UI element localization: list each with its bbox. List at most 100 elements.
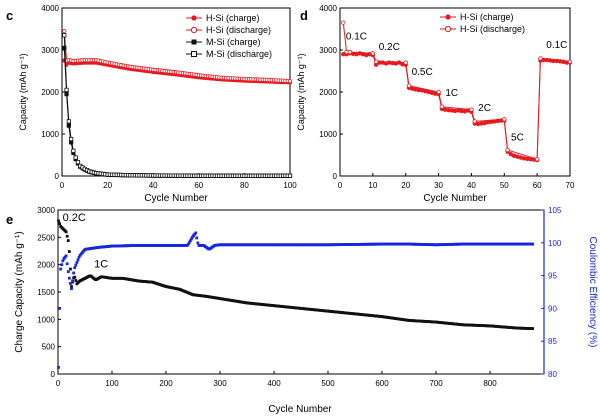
panel-c-point	[62, 33, 67, 38]
panel-d-point	[469, 107, 474, 112]
panel-e-y-tick-label: 2500	[37, 233, 55, 242]
panel-d-series-line	[343, 52, 570, 161]
panel-d-x-tick-label: 70	[566, 181, 575, 190]
panel-e-point	[74, 263, 78, 267]
panel-e-point	[69, 267, 72, 271]
panel-e-plot-frame	[57, 209, 545, 375]
panel-d-y-tick-label: 0	[333, 172, 338, 181]
panel-d-annotation: 0.1C	[546, 40, 567, 51]
panel-d-point	[508, 151, 514, 157]
panel-e-x-tick-label: 0	[56, 379, 61, 388]
panel-e-x-tick-label: 600	[375, 379, 389, 388]
panel-e-point	[65, 262, 69, 266]
panel-e-point	[191, 235, 194, 239]
panel-d-legend-label: H-Si (discharge)	[460, 24, 525, 34]
panel-c-y-tick-label: 3000	[41, 46, 59, 55]
panel-e-point	[72, 271, 76, 275]
panel-e-y-tick-label: 3000	[37, 206, 55, 215]
panel-d-x-tick-label: 0	[338, 181, 343, 190]
panel-d-legend: H-Si (charge) H-Si (discharge)	[440, 12, 525, 34]
panel-d-y-tick-label: 3000	[319, 46, 337, 55]
panel-e-point	[194, 231, 198, 235]
panel-c-x-tick-label: 20	[103, 181, 112, 190]
panel-d-x-ticks: 0 10 20 30 40 50 60 70	[338, 173, 575, 190]
panel-c-point	[287, 78, 293, 84]
panel-e-point	[70, 285, 73, 288]
panel-e-x-tick-label: 300	[213, 379, 227, 388]
panel-c-x-tick-label: 80	[240, 181, 249, 190]
panel-d-point	[370, 51, 376, 56]
panel-d: d 0 10 20 30 40 50 60 70 0 1000 2000 3000 4000 0.1C…	[296, 4, 575, 204]
panel-d-y-ticks: 0 1000 2000 3000 4000	[319, 4, 343, 181]
panel-d-x-axis-label: Cycle Number	[423, 193, 487, 204]
panel-e-point	[77, 255, 81, 259]
panel-e-x-ticks: 0 100 200 300 400 500 600 700 800	[56, 371, 497, 388]
panel-e-y-tick-label: 500	[42, 343, 56, 352]
panel-e-annotations: 0.2C 1C	[63, 212, 109, 270]
panel-d-x-tick-label: 20	[401, 181, 410, 190]
panel-e-right-y-tick-label: 100	[548, 239, 562, 248]
panel-e-point	[196, 241, 200, 245]
panel-c: c 0 20 40 60 80 100 0 1000 2000 3000 4000 Cycle N…	[6, 4, 297, 204]
panel-e-point	[61, 259, 65, 263]
panel-e-y-ticks: 0 500 1000 1500 2000 2500 3000	[37, 206, 61, 379]
panel-d-series-line	[342, 22, 571, 160]
panel-e-y-axis-label: Charge Capacity (mAh g⁻¹)	[14, 231, 25, 352]
panel-d-x-tick-label: 30	[434, 181, 443, 190]
panel-c-y-tick-label: 2000	[41, 88, 59, 97]
panel-e-point	[73, 266, 77, 270]
panel-c-legend-label: M-Si (discharge)	[206, 49, 272, 59]
panel-d-point	[472, 119, 477, 124]
panel-e-right-y-axis-label: Coulombic Efficiency (%)	[587, 237, 598, 348]
panel-c-legend-label: H-Si (discharge)	[206, 25, 271, 35]
panel-e-right-y-ticks: 80 85 90 95 100 105	[541, 206, 562, 379]
panel-d-annotation: 0.1C	[346, 32, 367, 43]
panel-c-legend: H-Si (charge) H-Si (discharge) M-Si (cha…	[186, 13, 272, 59]
panel-d-annotation: 0.5C	[412, 67, 433, 78]
panel-d-annotation: 1C	[445, 88, 458, 99]
panel-e-x-axis-label: Cycle Number	[268, 404, 332, 415]
panel-d-point	[341, 20, 346, 25]
panel-d-label: d	[300, 8, 308, 23]
panel-d-point	[534, 156, 540, 162]
panel-c-legend-item: H-Si (discharge)	[186, 25, 271, 35]
panel-e-point	[531, 327, 535, 331]
panel-d-legend-item: H-Si (discharge)	[440, 24, 525, 34]
panel-e-annotation: 0.2C	[63, 212, 86, 224]
panel-d-point	[505, 147, 510, 153]
panel-c-legend-marker	[191, 15, 197, 21]
panel-e-point	[76, 258, 80, 262]
panel-d-x-tick-label: 60	[533, 181, 542, 190]
panel-e-point	[58, 307, 62, 310]
panel-d-point	[567, 59, 573, 64]
panel-c-legend-item: M-Si (discharge)	[186, 49, 272, 59]
panel-d-y-tick-label: 4000	[319, 4, 337, 13]
panel-e-point	[57, 366, 60, 369]
panel-e-point	[71, 279, 74, 283]
panel-e-y-tick-label: 1500	[37, 288, 55, 297]
panel-c-point	[62, 45, 67, 51]
panel-e-point	[186, 243, 190, 246]
panel-d-annotation: 2C	[478, 103, 491, 114]
panel-d-point	[538, 56, 543, 61]
panel-c-y-ticks: 0 1000 2000 3000 4000	[41, 4, 65, 181]
panel-e-annotation: 1C	[94, 258, 108, 270]
panel-e-point	[65, 234, 69, 238]
panel-e-point	[67, 250, 71, 253]
panel-e-point	[60, 263, 64, 267]
panel-c-x-axis-label: Cycle Number	[144, 193, 208, 204]
panel-e-point	[69, 282, 72, 285]
panel-e-point	[187, 241, 191, 245]
panel-c-point	[287, 173, 293, 178]
panel-e-y-tick-label: 2000	[37, 261, 55, 270]
panel-c-x-tick-label: 0	[60, 181, 65, 190]
panel-e-x-tick-label: 100	[105, 379, 119, 388]
panel-d-point	[347, 49, 353, 55]
panel-c-y-tick-label: 0	[55, 172, 60, 181]
panel-c-point	[69, 136, 74, 142]
panel-e-point	[66, 239, 70, 243]
panel-d-legend-item: H-Si (charge)	[440, 12, 514, 22]
panel-e-right-y-tick-label: 95	[548, 272, 557, 281]
panel-d-point	[403, 60, 408, 65]
